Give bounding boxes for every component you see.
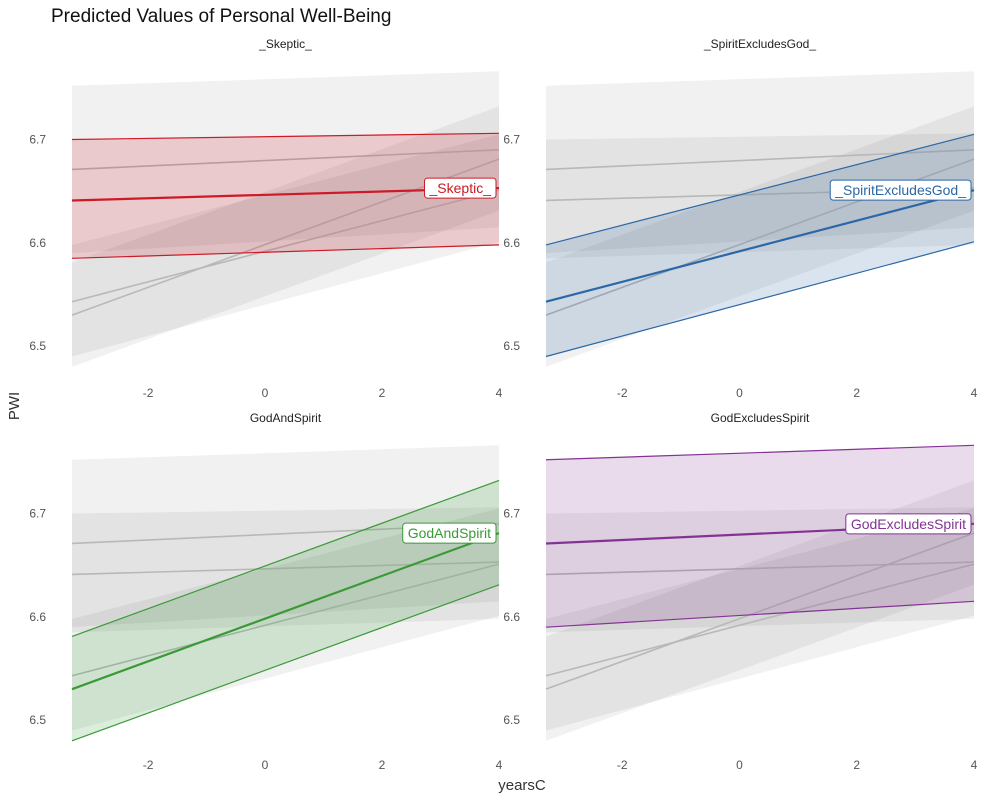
y-axis-title: PWI xyxy=(6,392,23,420)
background-line-godandspirit xyxy=(545,532,975,690)
x-tick-label: -2 xyxy=(143,386,154,400)
series-end-label: GodExcludesSpirit xyxy=(845,513,972,535)
ribbon-lower-line xyxy=(545,600,975,628)
x-tick-label: 0 xyxy=(262,758,269,772)
ribbon-lower-line xyxy=(71,244,500,259)
panel-strip-title: GodAndSpirit xyxy=(250,411,322,425)
x-tick-label: 4 xyxy=(971,758,978,772)
y-tick-label: 6.7 xyxy=(503,133,520,147)
x-tick-label: 4 xyxy=(496,386,503,400)
x-tick-label: -2 xyxy=(617,386,628,400)
ribbon-upper-line xyxy=(71,132,500,141)
series-end-label: _Skeptic_ xyxy=(424,177,497,199)
background-line-skeptic xyxy=(545,561,975,576)
series-end-label-text: _SpiritExcludesGod_ xyxy=(834,182,966,198)
series-end-label-box xyxy=(829,179,972,201)
panel-strip-title: GodExcludesSpirit xyxy=(711,411,810,425)
series-end-label-text: GodExcludesSpirit xyxy=(851,516,966,532)
x-tick-label: 2 xyxy=(853,386,860,400)
x-tick-label: 2 xyxy=(853,758,860,772)
series-end-label-text: _Skeptic_ xyxy=(429,180,492,196)
x-tick-label: 0 xyxy=(736,386,743,400)
series-end-label-text: GodAndSpirit xyxy=(408,525,491,541)
y-tick-label: 6.6 xyxy=(503,236,520,250)
y-tick-label: 6.5 xyxy=(503,339,520,353)
series-end-label-box xyxy=(424,177,497,199)
y-tick-label: 6.5 xyxy=(503,713,520,727)
x-tick-label: 0 xyxy=(262,386,269,400)
ribbon-upper-line xyxy=(71,479,500,638)
y-tick-label: 6.7 xyxy=(29,507,46,521)
y-tick-label: 6.6 xyxy=(503,610,520,624)
y-tick-label: 6.7 xyxy=(503,507,520,521)
x-tick-label: 2 xyxy=(379,386,386,400)
x-tick-label: 2 xyxy=(379,758,386,772)
confidence-ribbon xyxy=(72,133,499,259)
panel: GodAndSpirit 6.5 6.6 6.7 -2 0 2 4 GodAndSpirit xyxy=(29,411,502,772)
background-line-spiritexcludesgod xyxy=(71,563,500,677)
ribbon-upper-line xyxy=(545,133,975,246)
background-line-godexcludesspirit xyxy=(71,149,500,171)
panel-strip-title: _Skeptic_ xyxy=(258,37,312,51)
x-tick-label: 4 xyxy=(971,386,978,400)
panel: GodExcludesSpirit 6.5 6.6 6.7 -2 0 2 4 GodExclud… xyxy=(503,411,977,772)
background-ribbon-godexcludesspirit xyxy=(546,71,974,254)
y-tick-label: 6.6 xyxy=(29,236,46,250)
x-axis-title: yearsC xyxy=(498,777,546,794)
y-tick-label: 6.7 xyxy=(29,133,46,147)
background-ribbon-godexcludesspirit xyxy=(72,445,499,628)
panel: _SpiritExcludesGod_ 6.5 6.6 6.7 -2 0 2 4 _Spirit… xyxy=(503,37,977,400)
y-tick-label: 6.6 xyxy=(29,610,46,624)
background-ribbon-godexcludesspirit xyxy=(72,71,499,254)
ribbon-upper-line xyxy=(545,444,975,461)
series-end-label-box xyxy=(845,513,972,535)
x-tick-label: -2 xyxy=(617,758,628,772)
series-end-label-box xyxy=(402,522,497,544)
y-tick-label: 6.5 xyxy=(29,339,46,353)
confidence-ribbon xyxy=(546,445,974,628)
series-end-label: GodAndSpirit xyxy=(402,522,497,544)
panel: _Skeptic_ 6.5 6.6 6.7 -2 0 2 4 _Skeptic_ xyxy=(29,37,502,400)
background-line-spiritexcludesgod xyxy=(545,563,975,677)
series-line xyxy=(71,532,500,691)
y-tick-label: 6.5 xyxy=(29,713,46,727)
x-tick-label: -2 xyxy=(143,758,154,772)
panel-strip-title: _SpiritExcludesGod_ xyxy=(703,37,816,51)
background-line-skeptic xyxy=(71,561,500,576)
background-line-spiritexcludesgod xyxy=(71,189,500,303)
x-tick-label: 0 xyxy=(736,758,743,772)
series-line xyxy=(545,189,975,303)
ribbon-lower-line xyxy=(71,584,500,742)
x-tick-label: 4 xyxy=(496,758,503,772)
series-end-label: _SpiritExcludesGod_ xyxy=(829,179,972,201)
chart-title: Predicted Values of Personal Well-Being xyxy=(51,6,391,27)
panels: _Skeptic_ 6.5 6.6 6.7 -2 0 2 4 _Skeptic_ _SpiritE… xyxy=(29,37,977,772)
ribbon-lower-line xyxy=(545,241,975,358)
